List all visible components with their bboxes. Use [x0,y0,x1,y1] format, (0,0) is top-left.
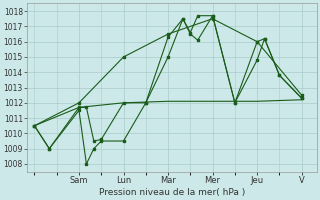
X-axis label: Pression niveau de la mer( hPa ): Pression niveau de la mer( hPa ) [99,188,245,197]
